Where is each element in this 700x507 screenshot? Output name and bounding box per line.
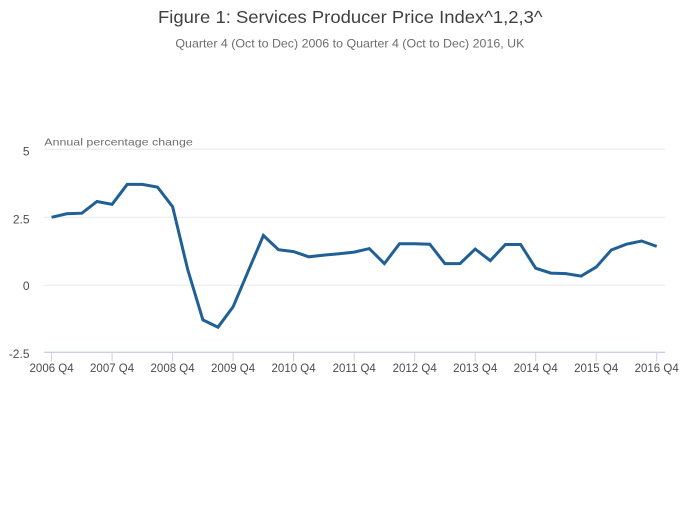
- svg-text:-2.5: -2.5: [9, 347, 30, 361]
- svg-text:2015 Q4: 2015 Q4: [574, 363, 619, 375]
- svg-text:Figure 1: Services Producer Pr: Figure 1: Services Producer Price Index^…: [158, 7, 543, 27]
- svg-text:0: 0: [23, 279, 30, 293]
- svg-text:2.5: 2.5: [13, 212, 30, 226]
- svg-text:5: 5: [23, 145, 30, 159]
- svg-text:2007 Q4: 2007 Q4: [90, 363, 135, 375]
- svg-text:Quarter 4 (Oct to Dec) 2006 to: Quarter 4 (Oct to Dec) 2006 to Quarter 4…: [175, 37, 524, 51]
- svg-text:2009 Q4: 2009 Q4: [211, 363, 256, 375]
- svg-text:2010 Q4: 2010 Q4: [272, 363, 317, 375]
- svg-text:2014 Q4: 2014 Q4: [514, 363, 559, 375]
- svg-text:2008 Q4: 2008 Q4: [151, 363, 196, 375]
- svg-text:2006 Q4: 2006 Q4: [30, 363, 75, 375]
- svg-text:2013 Q4: 2013 Q4: [453, 363, 498, 375]
- svg-text:2012 Q4: 2012 Q4: [393, 363, 438, 375]
- svg-text:Annual percentage change: Annual percentage change: [44, 137, 193, 149]
- svg-text:2011 Q4: 2011 Q4: [333, 363, 377, 375]
- svg-text:2016 Q4: 2016 Q4: [635, 363, 680, 375]
